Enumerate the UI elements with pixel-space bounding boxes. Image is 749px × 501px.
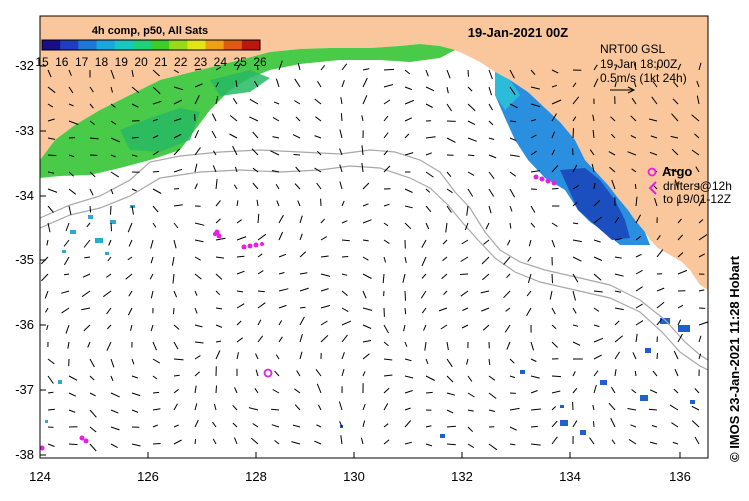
current-vector [552,274,553,283]
colorbar-label: 26 [253,55,267,69]
current-vector [153,392,159,393]
colorbar-label: 23 [194,55,208,69]
current-vector [468,155,474,156]
current-vector [153,444,161,445]
colorbar-swatch [151,40,170,50]
current-vector [90,206,91,213]
current-vector [341,113,342,121]
x-tick-label: 124 [29,469,51,484]
colorbar-label: 22 [174,55,188,69]
argo-legend-line1: drifters@12h [663,179,732,193]
current-vector [48,392,53,393]
colorbar-swatch [242,40,261,50]
colorbar-swatch [78,40,97,50]
y-tick-label: -36 [15,317,34,332]
current-vector [510,121,516,122]
current-vector [195,439,196,444]
x-tick-label: 136 [669,469,691,484]
current-vector [153,171,159,172]
y-tick-label: -35 [15,252,34,267]
colorbar-swatches [42,40,261,50]
current-vector [405,308,406,314]
current-vector [635,184,636,189]
y-tick-label: -38 [15,447,34,462]
colorbar-swatch [224,40,243,50]
current-vector [111,223,112,231]
current-vector [64,274,69,275]
current-vector [447,444,456,445]
credit-text: © IMOS 23-Jan-2021 11:28 Hobart [727,255,742,462]
current-vector [552,376,561,377]
colorbar-swatch [169,40,188,50]
current-vector [594,421,595,427]
colorbar-swatch [42,40,61,50]
x-tick-label: 128 [245,469,267,484]
colorbar-swatch [187,40,206,50]
current-vector [294,155,301,156]
y-tick-label: -33 [15,123,34,138]
current-vector [468,70,469,77]
x-tick-label: 132 [451,469,473,484]
colorbar-label: 25 [234,55,248,69]
argo-legend-line2: to 19/01-12Z [663,192,731,206]
current-vector [174,375,180,376]
current-vector [657,353,658,359]
colorbar-label: 19 [115,55,129,69]
current-vector [342,257,348,258]
current-vector [216,386,217,394]
current-vector [405,291,406,301]
current-vector [132,137,139,138]
x-tick-label: 126 [137,469,159,484]
colorbar-label: 18 [95,55,109,69]
current-vector [447,426,456,427]
current-vector [111,206,112,215]
colorbar-swatch [133,40,152,50]
current-vector [426,392,433,393]
colorbar-label: 24 [214,55,228,69]
velocity-legend-line2: 19-Jan 18:00Z [600,57,677,71]
current-vector [635,371,636,376]
y-tick-label: -32 [15,58,34,73]
colorbar-label: 15 [35,55,49,69]
y-tick-label: -37 [15,382,34,397]
current-vector [48,155,56,156]
current-vector [552,188,559,189]
velocity-legend-line3: 0.5m/s (1kt 24h) [600,71,687,85]
x-tick-label: 130 [343,469,365,484]
current-vector [531,426,538,427]
colorbar-label: 20 [134,55,148,69]
velocity-legend-line1: NRT00 GSL [600,42,665,56]
colorbar-label: 17 [75,55,89,69]
current-vector [384,69,394,70]
colorbar-label: 16 [55,55,69,69]
colorbar-swatch [97,40,116,50]
y-tick-label: -34 [15,188,34,203]
current-vector [174,308,175,314]
colorbar-title: 4h comp, p50, All Sats [92,25,208,37]
colorbar-swatch [115,40,134,50]
argo-legend-title: Argo [662,164,692,179]
colorbar-swatch [206,40,225,50]
colorbar-label: 21 [154,55,168,69]
current-vector [460,274,468,275]
x-tick-label: 134 [559,469,581,484]
map-title: 19-Jan-2021 00Z [468,25,569,40]
current-vector [69,444,78,445]
current-vector [573,128,574,138]
colorbar-swatch [60,40,79,50]
current-vector [258,291,265,292]
